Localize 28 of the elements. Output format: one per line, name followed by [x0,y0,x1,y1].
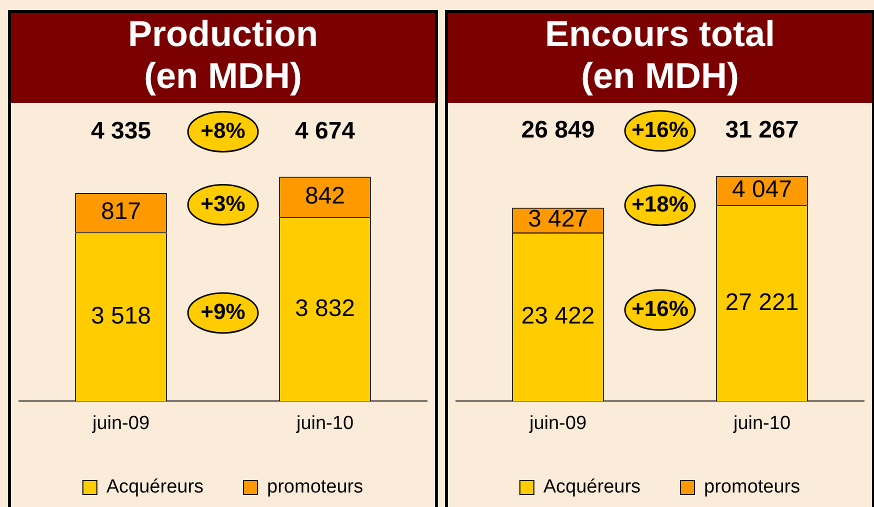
x-tick-label: juin-09 [528,412,587,434]
annotation: +3% [200,190,246,216]
text: +8% [200,118,246,143]
data-label: 842 [304,182,346,210]
text: +16% [632,116,688,142]
data-label: 3 832 [294,294,356,322]
total-label: 26 849 [521,116,595,144]
data-label: 817 [100,198,142,226]
legend-label: Acquéreurs [106,476,204,498]
x-tick-label: juin-10 [295,412,354,434]
total-label: 31 267 [725,116,799,144]
data-label: 3 427 [528,206,588,233]
annotation: +18% [632,191,688,216]
total-label: 4 674 [294,117,356,144]
legend-label: Acquéreurs [543,476,641,498]
legend-label: promoteurs [267,476,364,498]
data-label: 23 422 [521,302,595,330]
x-tick-label: juin-10 [732,412,791,434]
data-label: 3 518 [90,302,152,330]
chart-title: Production (en MDH) [11,13,435,103]
annotation: +9% [200,299,246,324]
data-label: 27 221 [725,288,799,316]
x-tick-label: juin-09 [91,412,150,434]
data-label: 4 047 [732,176,792,204]
chart-title: Encours total (en MDH) [448,13,872,103]
annotation: +16% [632,296,688,322]
total-label: 4 335 [90,117,152,144]
legend-label: promoteurs [704,476,800,498]
